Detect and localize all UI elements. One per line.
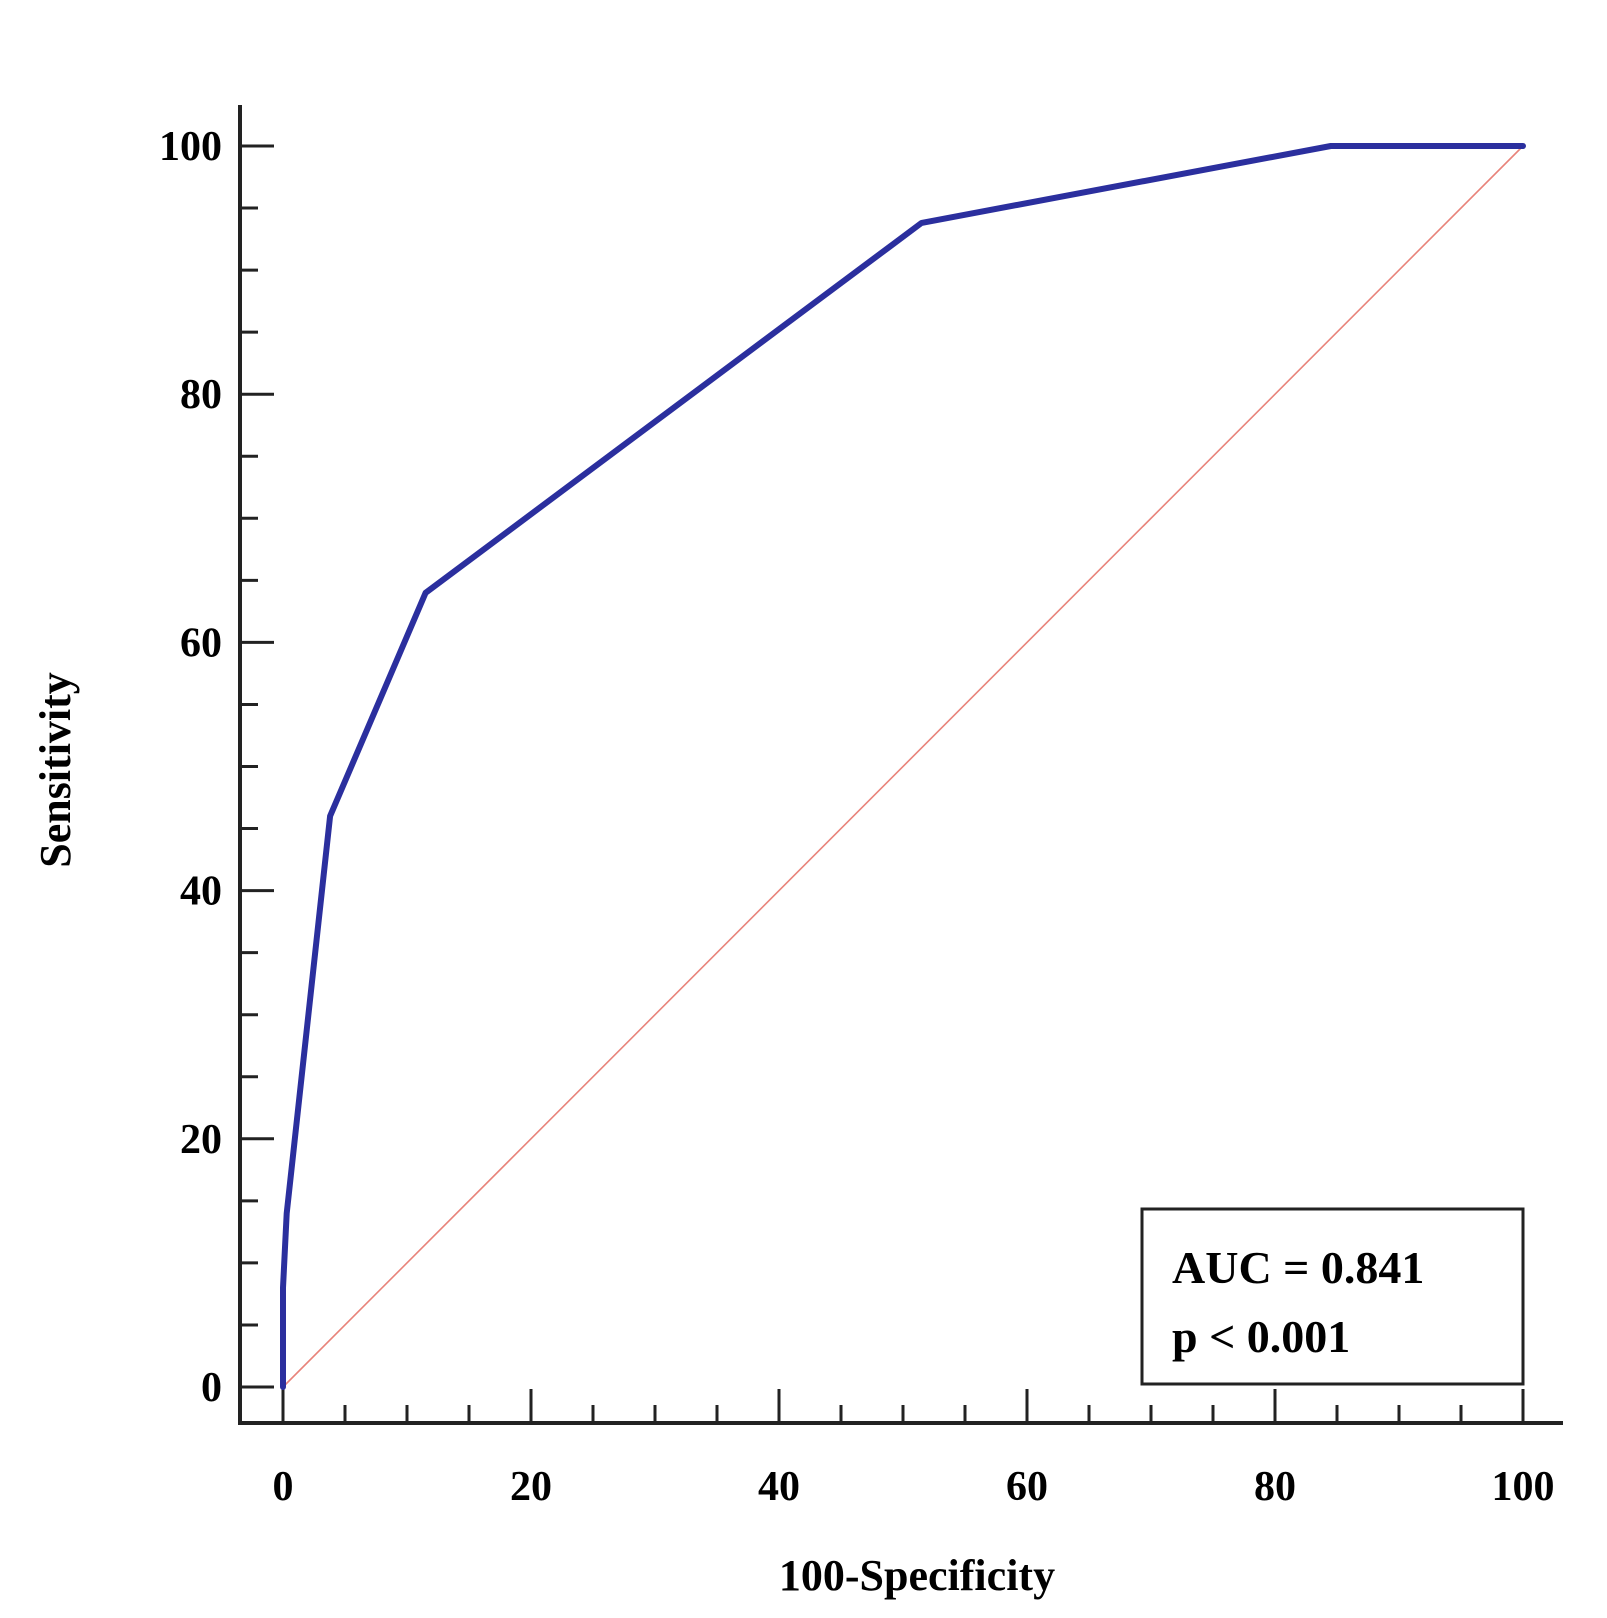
- x-tick-label: 80: [1254, 1464, 1296, 1510]
- x-tick-label: 0: [273, 1464, 294, 1510]
- y-tick-label: 60: [180, 620, 222, 666]
- y-tick-label: 40: [180, 869, 222, 915]
- ticks: 0 20 40 60 80 100 0 20 40 60 80 100: [159, 124, 1555, 1510]
- x-tick-label: 20: [510, 1464, 552, 1510]
- annotation-box: AUC = 0.841 p < 0.001: [1140, 1207, 1525, 1386]
- x-axis-title: 100-Specificity: [779, 1551, 1055, 1600]
- y-tick-label: 100: [159, 124, 222, 170]
- series: [280, 143, 1526, 1390]
- y-axis-title: Sensitivity: [31, 672, 80, 868]
- annotation-border: [1140, 1207, 1525, 1386]
- auc-label: AUC = 0.841: [1172, 1242, 1424, 1293]
- y-tick-label: 0: [201, 1365, 222, 1411]
- x-tick-label: 60: [1006, 1464, 1048, 1510]
- roc-curve: [280, 143, 1526, 1390]
- x-tick-label: 40: [758, 1464, 800, 1510]
- axes: [238, 105, 1563, 1425]
- y-tick-label: 80: [180, 372, 222, 418]
- p-value-label: p < 0.001: [1172, 1311, 1350, 1362]
- reference-line: [282, 145, 1524, 1388]
- y-tick-label: 20: [180, 1117, 222, 1163]
- x-tick-label: 100: [1492, 1464, 1555, 1510]
